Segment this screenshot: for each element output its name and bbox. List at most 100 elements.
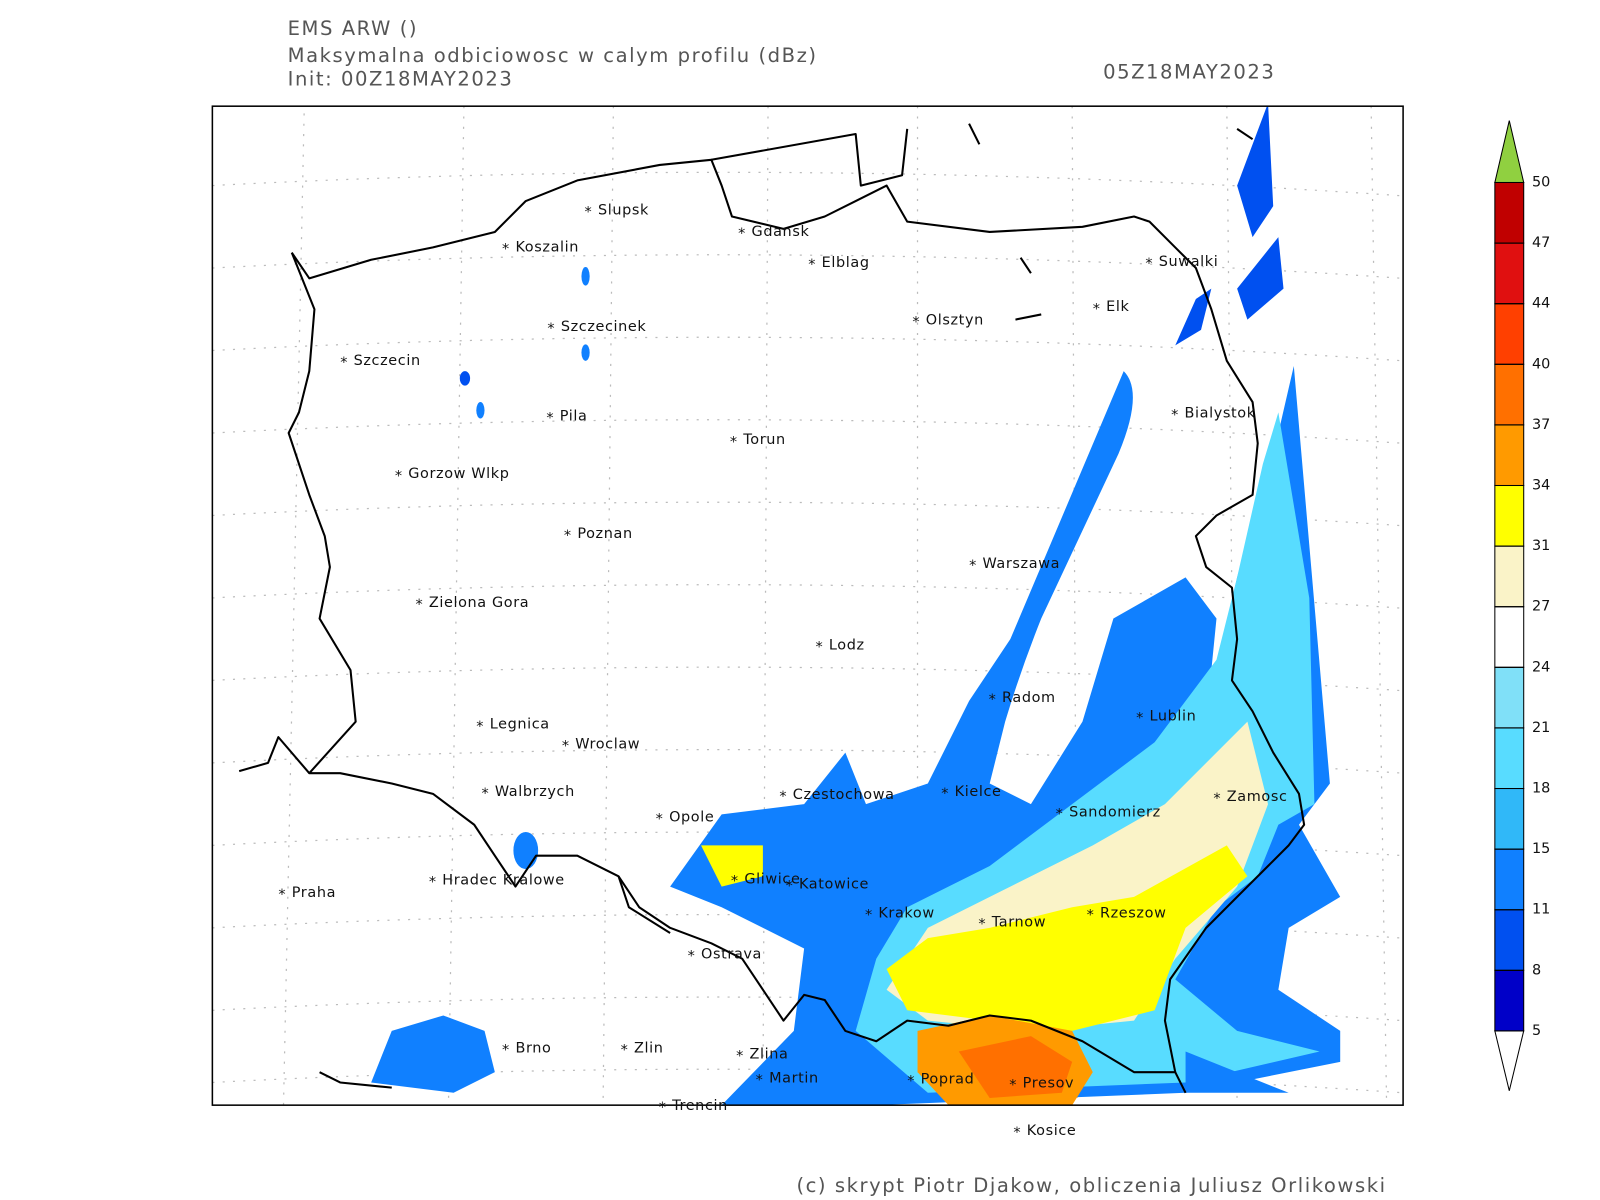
city-label: Legnica	[490, 717, 550, 733]
colorbar: 5 8 11 15 18 21 24 27 31 34 37 40 44 47 50	[1494, 120, 1550, 1091]
colorbar-segment	[1494, 666, 1525, 729]
colorbar-segment	[1494, 363, 1525, 426]
city-label: Krakow	[878, 905, 934, 921]
city-label: Warszawa	[982, 556, 1060, 572]
colorbar-label: 21	[1532, 720, 1550, 736]
city-marker: *	[476, 719, 484, 735]
city-marker: *	[278, 887, 286, 903]
colorbar-label: 27	[1532, 599, 1550, 615]
colorbar-segment	[1494, 242, 1525, 305]
colorbar-label: 31	[1532, 538, 1550, 554]
city-marker: *	[659, 1100, 667, 1116]
city-label: Pila	[560, 408, 588, 424]
city-marker: *	[415, 597, 423, 613]
colorbar-label: 40	[1532, 356, 1550, 372]
city-label: Poprad	[921, 1071, 975, 1087]
city-label: Tarnow	[991, 915, 1046, 931]
city-marker: *	[815, 639, 823, 655]
reflectivity-field	[371, 106, 1341, 1106]
borders	[238, 123, 1306, 1094]
city-label: Lodz	[829, 637, 865, 653]
city-label: Olsztyn	[926, 313, 984, 329]
city-marker: *	[546, 411, 554, 427]
city-label: Praha	[292, 885, 336, 901]
colorbar-label: 47	[1532, 235, 1550, 251]
city-label: Gorzow Wlkp	[408, 466, 509, 482]
colorbar-label: 18	[1532, 781, 1550, 797]
city-marker: *	[1009, 1078, 1017, 1094]
city-marker: *	[1056, 806, 1064, 822]
city-marker: *	[564, 528, 572, 544]
city-marker: *	[1087, 907, 1095, 923]
city-label: Rzeszow	[1100, 905, 1167, 921]
city-label: Zlin	[634, 1040, 664, 1056]
city-marker: *	[1213, 791, 1221, 807]
city-label: Radom	[1002, 690, 1056, 706]
city-label: Wroclaw	[575, 736, 640, 752]
colorbar-label: 5	[1532, 1023, 1541, 1039]
city-marker: *	[340, 355, 348, 371]
colorbar-segment	[1494, 424, 1525, 487]
city-marker: *	[989, 692, 997, 708]
colorbar-label: 8	[1532, 962, 1541, 978]
colorbar-segment	[1494, 727, 1525, 790]
city-labels: * Slupsk * Koszalin * Gdansk * Elblag * Suwalki * S…	[278, 202, 1287, 1141]
city-marker: *	[1013, 1125, 1021, 1141]
field-title: Maksymalna odbiciowosc w calym profilu (…	[288, 44, 818, 67]
colorbar-label: 15	[1532, 841, 1550, 857]
city-label: Katowice	[799, 877, 869, 893]
city-marker: *	[481, 786, 489, 802]
colorbar-segment	[1494, 606, 1525, 668]
city-marker: *	[912, 315, 920, 331]
city-label: Ostrava	[701, 947, 762, 963]
city-marker: *	[941, 786, 949, 802]
init-time: Init: 00Z18MAY2023	[288, 68, 514, 91]
city-label: Presov	[1023, 1076, 1075, 1092]
city-label: Szczecin	[354, 353, 421, 369]
city-label: Gliwice	[744, 871, 800, 887]
city-label: Szczecinek	[561, 319, 647, 335]
city-marker: *	[688, 949, 696, 965]
city-label: Kosice	[1027, 1123, 1077, 1139]
city-label: Lublin	[1149, 708, 1196, 724]
city-marker: *	[502, 1043, 510, 1059]
city-label: Martin	[769, 1070, 819, 1086]
colorbar-segment	[1494, 303, 1525, 365]
city-marker: *	[738, 226, 746, 242]
city-marker: *	[907, 1073, 915, 1089]
colorbar-segment	[1494, 545, 1525, 608]
city-marker: *	[786, 879, 794, 895]
city-label: Brno	[515, 1040, 551, 1056]
city-label: Opole	[669, 810, 714, 826]
city-label: Trencin	[671, 1098, 728, 1114]
city-label: Kielce	[955, 784, 1002, 800]
colorbar-segment	[1494, 484, 1525, 547]
footer-credit: (c) skrypt Piotr Djakow, obliczenia Juli…	[796, 1174, 1386, 1197]
city-marker: *	[585, 204, 593, 220]
city-marker: *	[736, 1049, 744, 1065]
city-label: Poznan	[577, 526, 632, 542]
city-marker: *	[562, 738, 570, 754]
colorbar-segment	[1494, 181, 1525, 244]
colorbar-segment	[1494, 969, 1525, 1032]
colorbar-segment	[1494, 909, 1525, 971]
colorbar-segment	[1494, 787, 1525, 850]
map-frame	[211, 105, 1404, 1106]
colorbar-label: 44	[1532, 296, 1550, 312]
map-area	[212, 106, 1404, 1106]
city-label: Zielona Gora	[429, 595, 529, 611]
city-label: Hradec Kralowe	[442, 872, 565, 888]
city-marker: *	[969, 558, 977, 574]
colorbar-label: 37	[1532, 417, 1550, 433]
city-marker: *	[502, 241, 510, 257]
city-label: Elblag	[822, 255, 870, 271]
city-marker: *	[978, 917, 986, 933]
city-marker: *	[395, 468, 403, 484]
graticule	[212, 106, 1404, 1106]
city-label: Czestochowa	[793, 787, 895, 803]
city-marker: *	[1093, 301, 1101, 317]
city-label: Walbrzych	[495, 784, 575, 800]
